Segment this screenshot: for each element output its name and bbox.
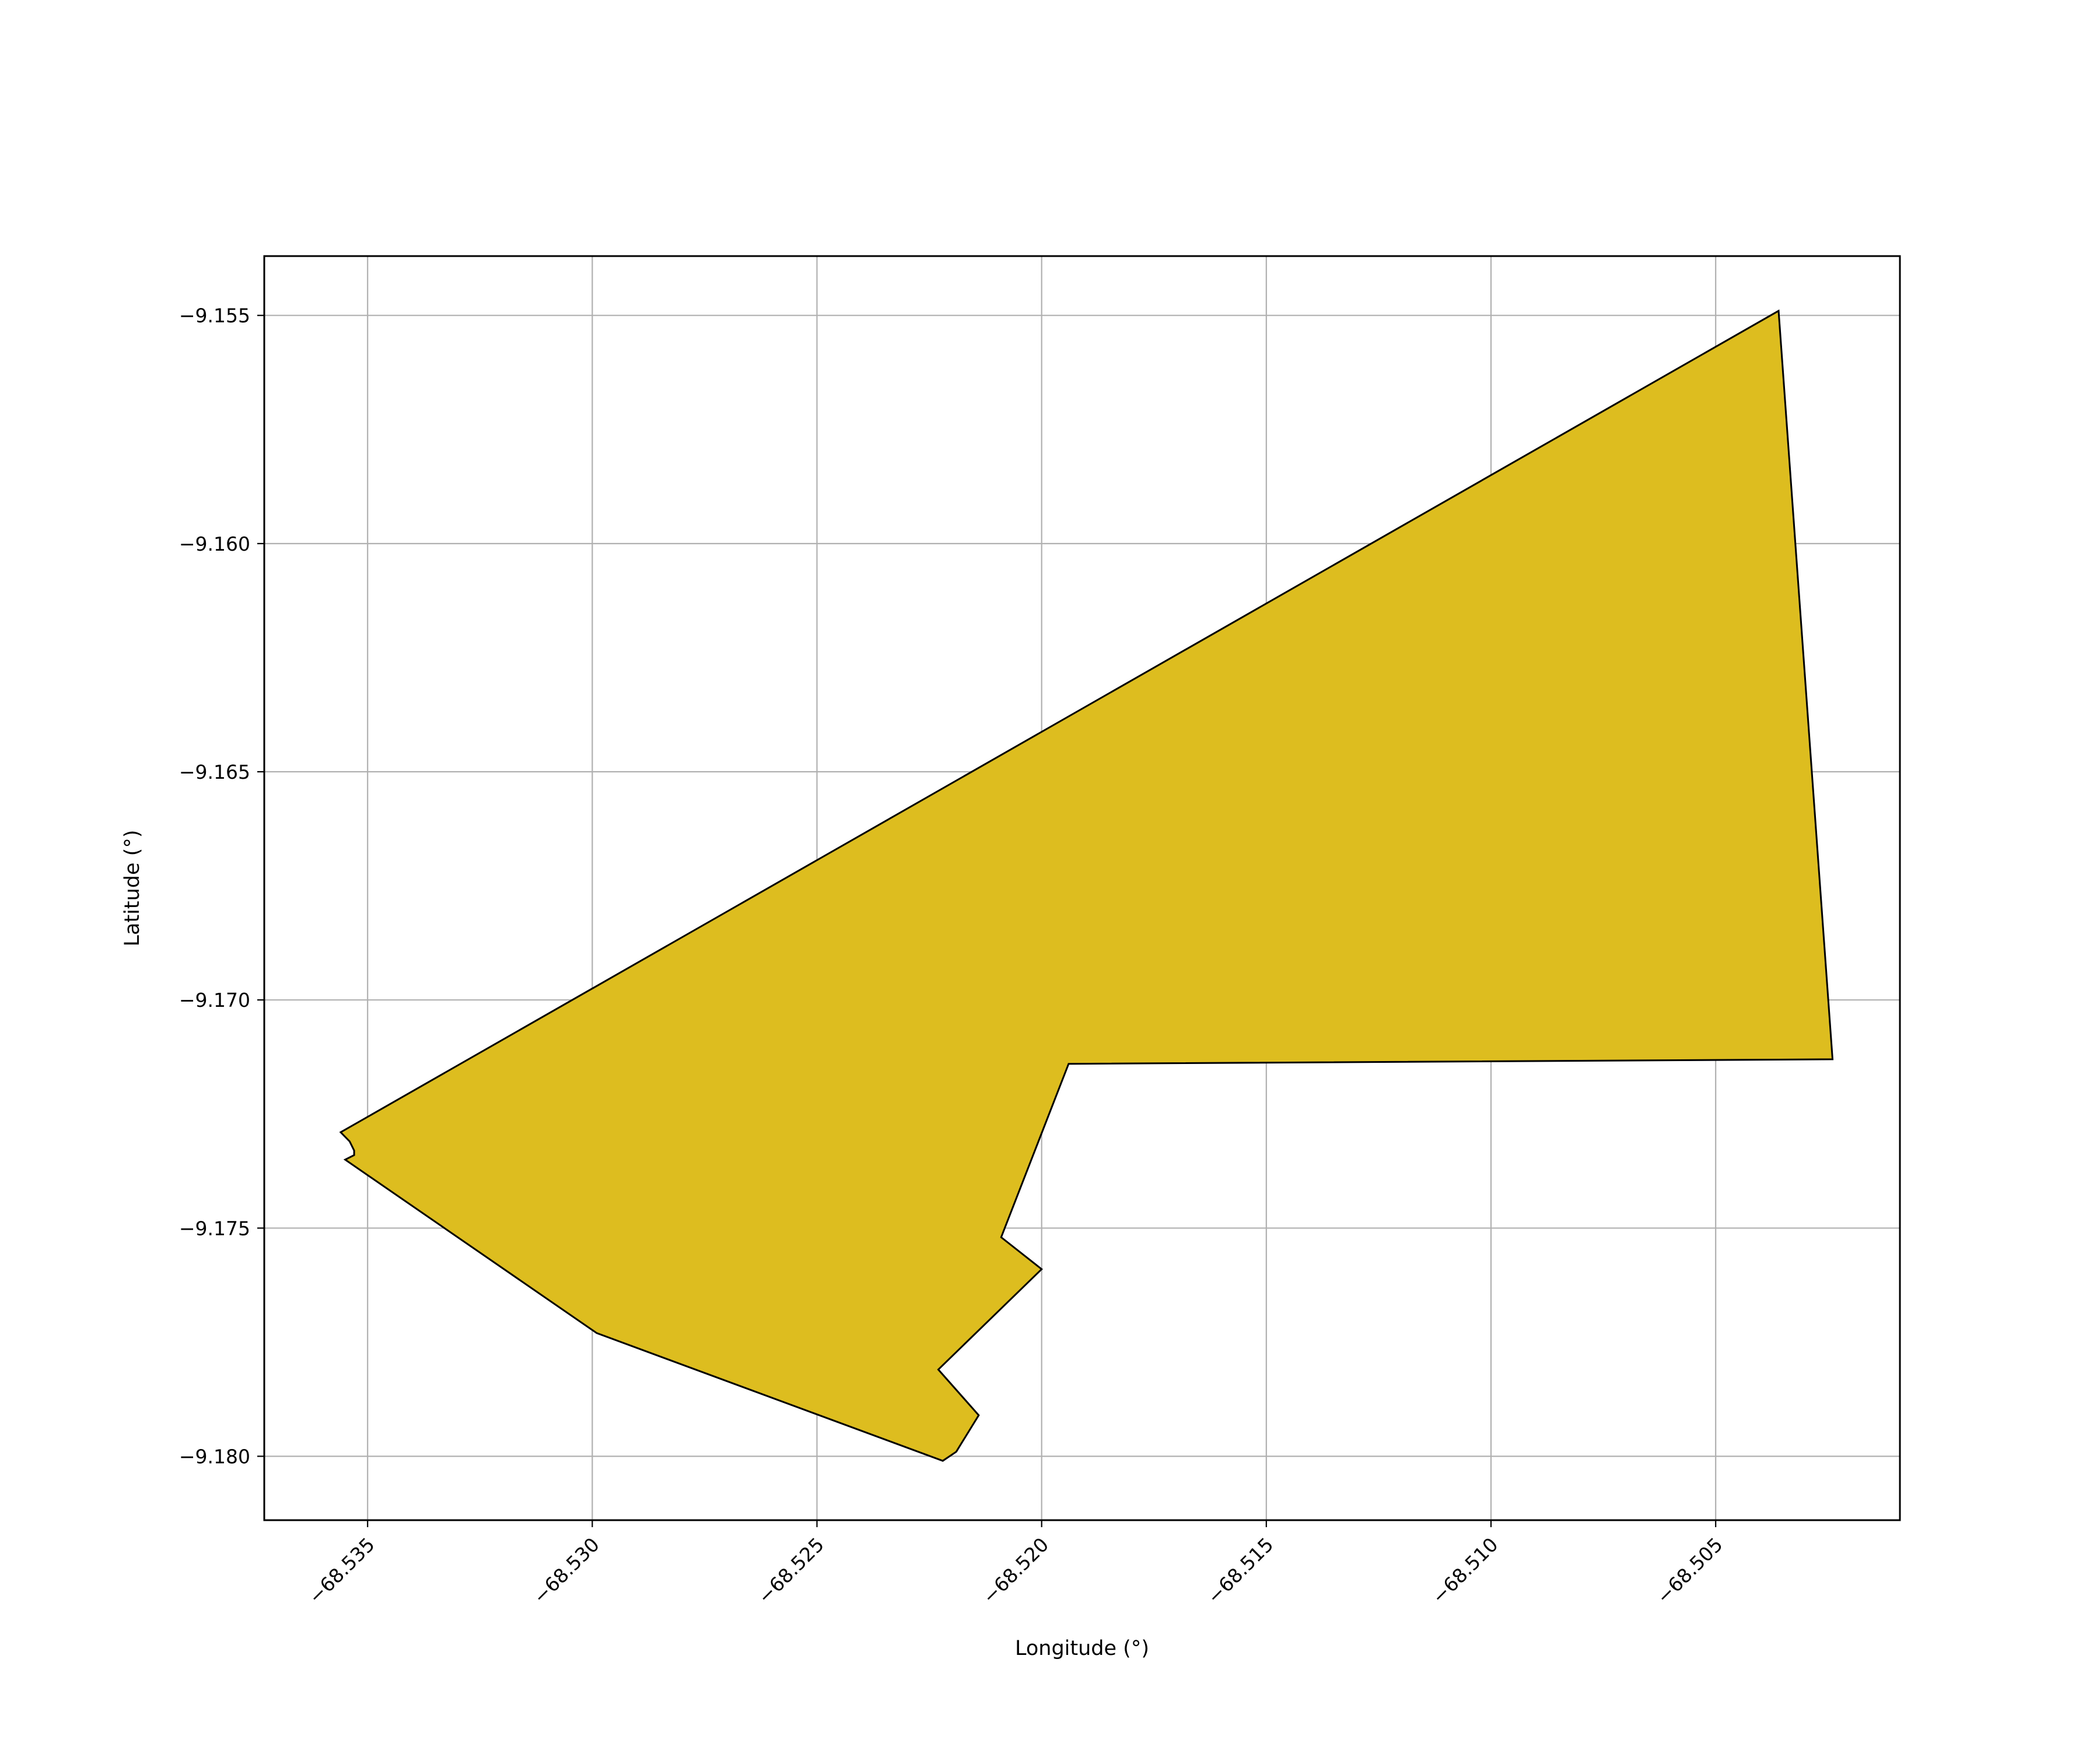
polygon-layer [339,309,1834,1462]
y-tick-label: −9.170 [179,989,250,1012]
y-tick-label: −9.155 [179,304,250,327]
y-tick-label: −9.160 [179,533,250,555]
y-tick-label: −9.175 [179,1217,250,1240]
region-polygon [339,309,1834,1462]
axes-frame [263,255,1901,1521]
y-axis-label: Latitude (°) [121,830,144,947]
y-tick-label: −9.180 [179,1445,250,1468]
x-axis-label: Longitude (°) [1015,1637,1149,1660]
y-tick-label: −9.165 [179,761,250,783]
